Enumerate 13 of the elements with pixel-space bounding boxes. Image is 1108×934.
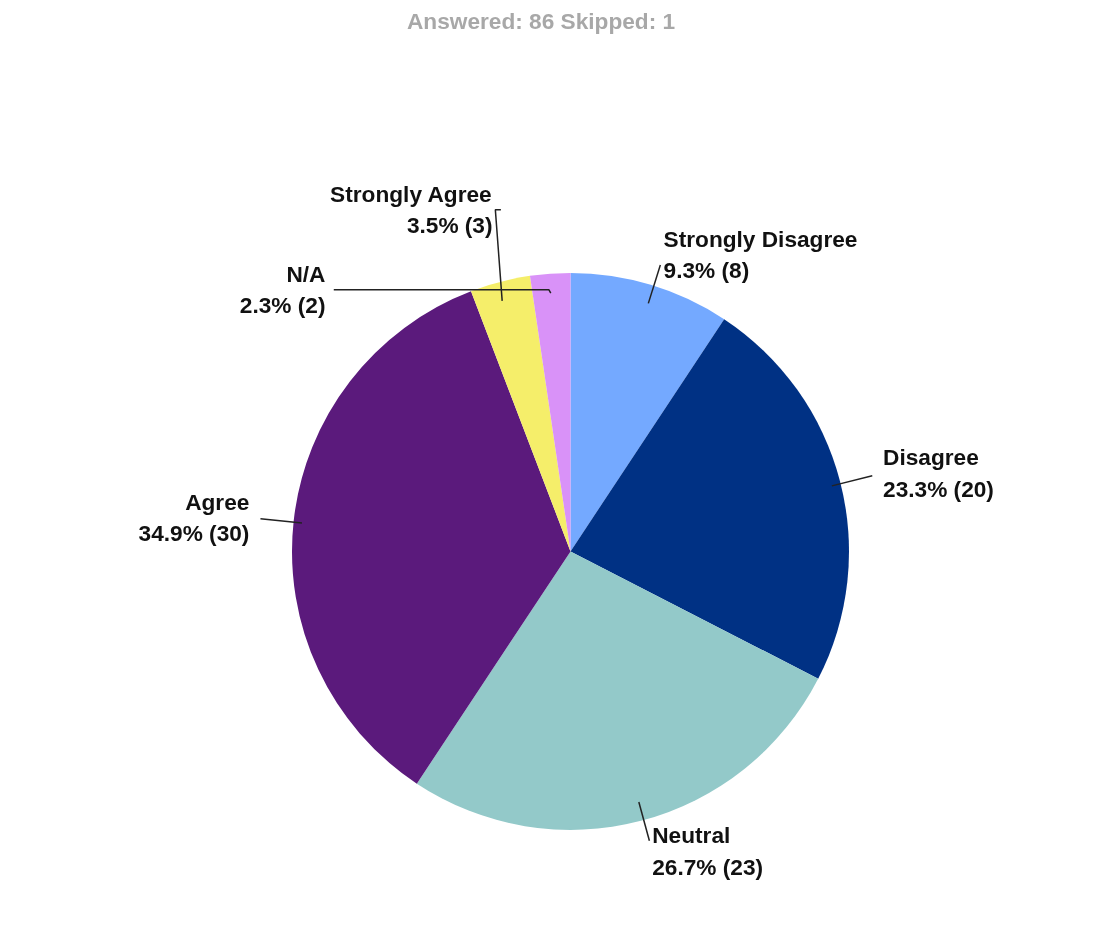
data-label: 3.5% (3) <box>406 212 493 239</box>
slice-label: Strongly Agree <box>330 181 492 208</box>
data-label: 34.9% (30) <box>138 520 250 547</box>
chart-title: Answered: 86 Skipped: 1 <box>406 7 676 34</box>
slice-label: Disagree <box>883 444 979 471</box>
slice-label: Strongly Disagree <box>663 226 858 253</box>
data-label: 26.7% (23) <box>652 853 764 880</box>
data-label: 9.3% (8) <box>663 257 750 284</box>
slice-label: Neutral <box>652 822 731 849</box>
slice-label: Agree <box>185 488 250 515</box>
slice-label: N/A <box>286 261 326 288</box>
data-label: 2.3% (2) <box>239 292 326 319</box>
data-label: 23.3% (20) <box>883 475 994 502</box>
